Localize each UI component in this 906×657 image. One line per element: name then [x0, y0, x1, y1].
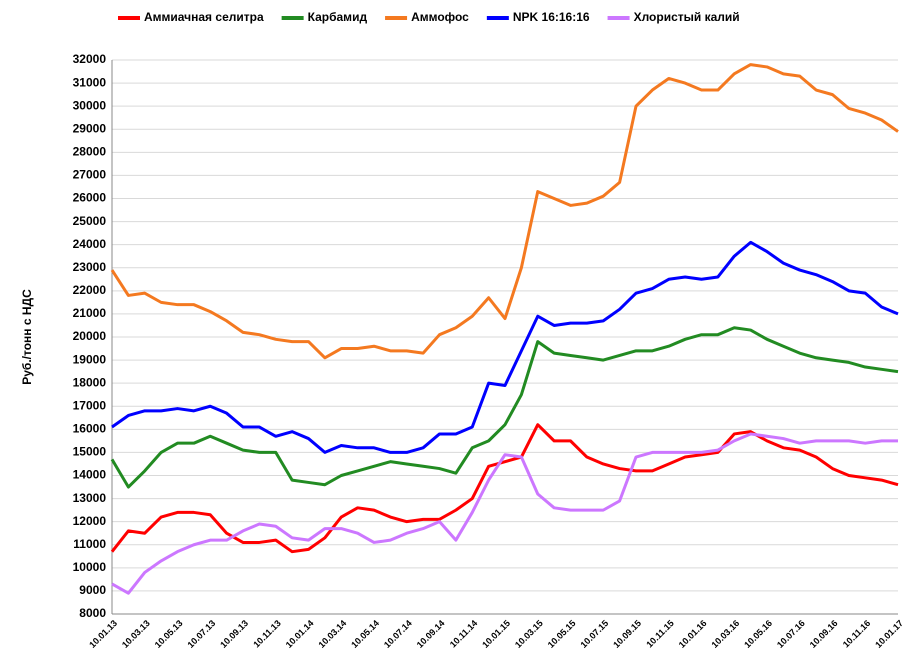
x-tick-label: 10.07.15: [578, 618, 610, 650]
y-tick-label: 12000: [73, 514, 107, 528]
x-tick-label: 10.03.15: [513, 618, 545, 650]
y-tick-label: 16000: [73, 422, 107, 436]
x-tick-label: 10.03.14: [316, 618, 348, 650]
x-tick-label: 10.07.13: [185, 618, 217, 650]
x-tick-label: 10.03.16: [709, 618, 741, 650]
x-tick-label: 10.05.16: [742, 618, 774, 650]
y-tick-label: 24000: [73, 237, 107, 251]
y-axis-label: Руб./тонн с НДС: [20, 289, 34, 385]
y-tick-label: 20000: [73, 329, 107, 343]
series-line: [111, 240, 899, 454]
y-tick-label: 28000: [73, 145, 107, 159]
y-tick-label: 13000: [73, 491, 107, 505]
series-line: [110, 326, 899, 489]
x-tick-label: 10.01.15: [480, 618, 512, 650]
y-tick-label: 15000: [73, 445, 107, 459]
y-tick-label: 18000: [73, 375, 107, 389]
y-tick-label: 32000: [73, 52, 107, 66]
y-tick-label: 26000: [73, 191, 107, 205]
series-line: [110, 423, 899, 554]
y-tick-label: 11000: [73, 537, 106, 551]
x-tick-label: 10.01.17: [873, 618, 905, 650]
legend-label: Хлористый калий: [634, 10, 740, 24]
x-tick-label: 10.01.16: [677, 618, 709, 650]
x-tick-label: 10.03.13: [120, 618, 152, 650]
y-tick-label: 17000: [73, 398, 107, 412]
x-tick-label: 10.05.15: [546, 618, 578, 650]
series-line: [111, 432, 898, 595]
y-tick-label: 19000: [73, 352, 107, 366]
x-tick-label: 10.09.14: [415, 618, 447, 650]
x-tick-label: 10.11.13: [251, 618, 282, 649]
y-tick-label: 10000: [73, 560, 107, 574]
y-tick-label: 22000: [73, 283, 107, 297]
y-tick-label: 30000: [73, 98, 107, 112]
x-tick-label: 10.09.15: [611, 618, 643, 650]
x-tick-label: 10.05.13: [153, 618, 185, 650]
legend-label: NPK 16:16:16: [513, 10, 590, 24]
y-tick-label: 29000: [73, 121, 107, 135]
y-tick-label: 23000: [73, 260, 107, 274]
legend-label: Карбамид: [308, 10, 368, 24]
legend-label: Аммофос: [411, 10, 469, 24]
x-tick-label: 10.01.14: [284, 618, 316, 650]
series-line: [110, 63, 899, 360]
x-tick-label: 10.11.14: [448, 618, 479, 649]
x-tick-label: 10.07.16: [775, 618, 807, 650]
y-tick-label: 25000: [73, 214, 107, 228]
y-tick-label: 9000: [79, 583, 106, 597]
legend-label: Аммиачная селитра: [144, 10, 264, 24]
x-tick-label: 10.05.14: [349, 618, 381, 650]
y-tick-label: 27000: [73, 168, 107, 182]
y-tick-label: 14000: [73, 468, 107, 482]
x-tick-label: 10.01.13: [87, 618, 119, 650]
x-tick-label: 10.09.13: [218, 618, 250, 650]
x-tick-label: 10.11.16: [841, 618, 872, 649]
x-tick-label: 10.07.14: [382, 618, 414, 650]
x-tick-label: 10.11.15: [644, 618, 675, 649]
y-tick-label: 21000: [73, 306, 107, 320]
x-tick-label: 10.09.16: [808, 618, 840, 650]
y-tick-label: 31000: [73, 75, 107, 89]
y-tick-label: 8000: [79, 606, 106, 620]
